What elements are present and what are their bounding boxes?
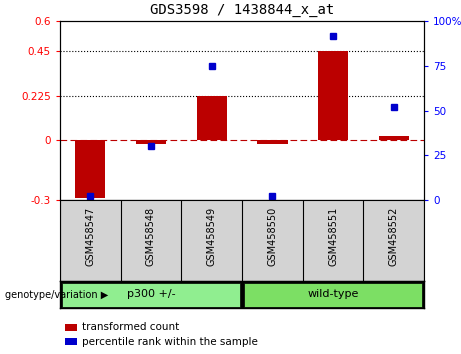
Text: percentile rank within the sample: percentile rank within the sample: [82, 337, 258, 347]
Text: GSM458550: GSM458550: [267, 206, 278, 266]
Text: p300 +/-: p300 +/-: [127, 289, 175, 299]
Text: GSM458549: GSM458549: [207, 206, 217, 266]
Bar: [136, 141, 166, 144]
Text: wild-type: wild-type: [307, 289, 359, 299]
Bar: [62, 283, 240, 307]
Text: genotype/variation ▶: genotype/variation ▶: [5, 290, 108, 300]
Title: GDS3598 / 1438844_x_at: GDS3598 / 1438844_x_at: [150, 4, 334, 17]
Text: GSM458547: GSM458547: [85, 206, 95, 266]
Text: transformed count: transformed count: [82, 322, 179, 332]
Bar: [196, 96, 227, 141]
Bar: [244, 283, 422, 307]
Bar: [75, 141, 106, 198]
Bar: [318, 51, 348, 141]
Text: GSM458551: GSM458551: [328, 206, 338, 266]
Text: GSM458548: GSM458548: [146, 206, 156, 266]
Bar: [378, 136, 409, 141]
Bar: [257, 141, 288, 144]
Text: GSM458552: GSM458552: [389, 206, 399, 266]
